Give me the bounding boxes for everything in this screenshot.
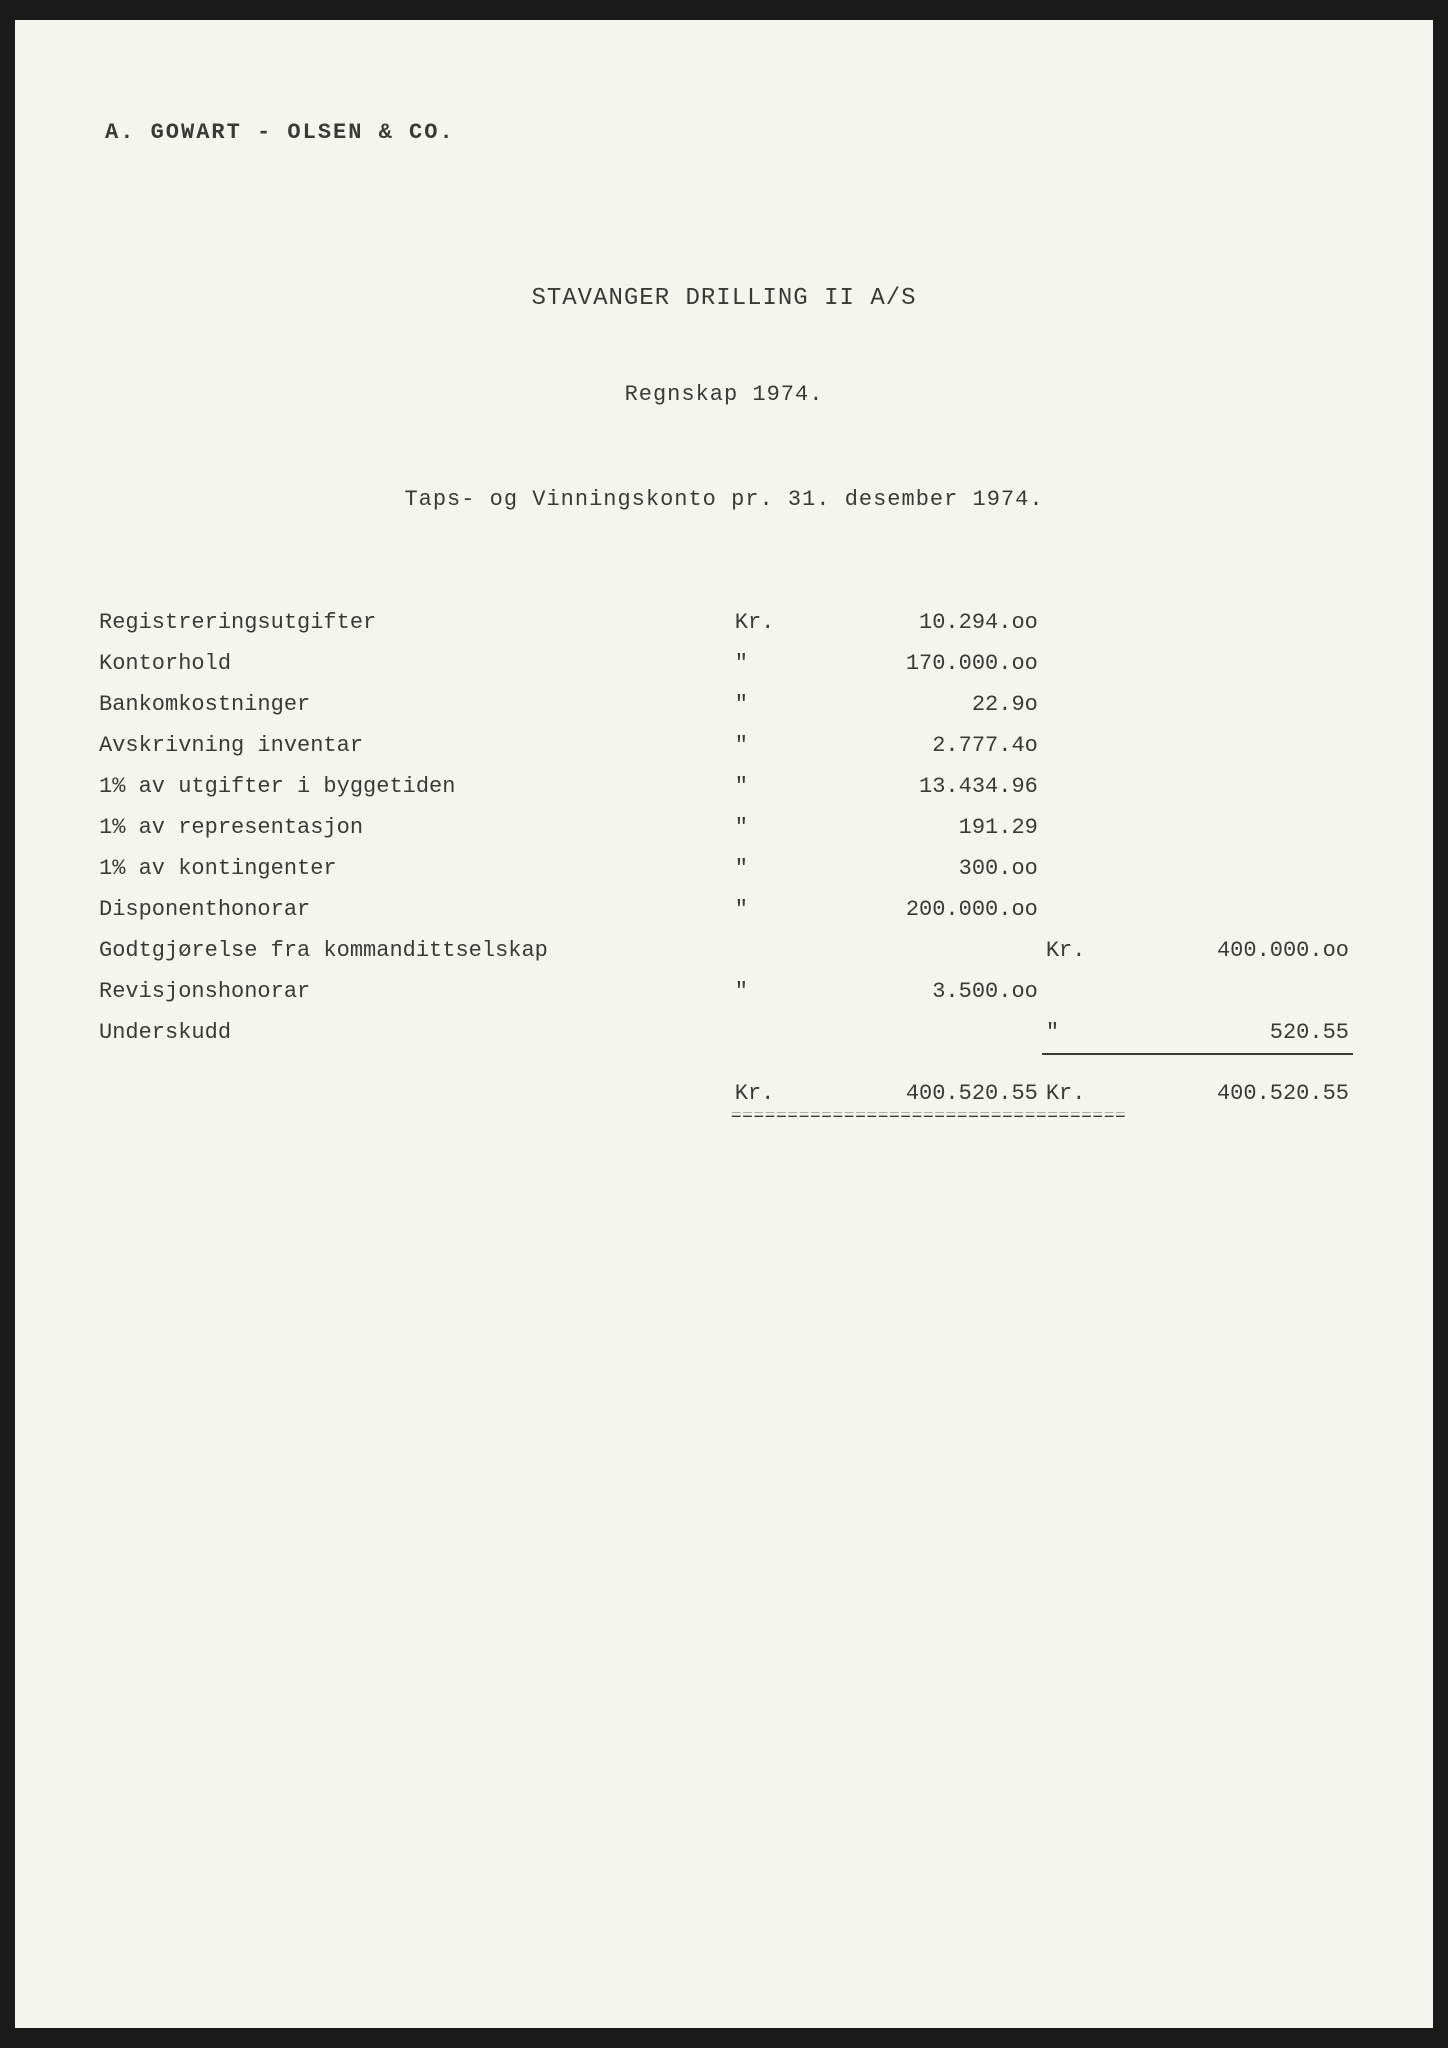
row-currency-left: "	[731, 848, 812, 889]
row-currency-left	[731, 930, 812, 971]
row-amount-left: 22.9o	[812, 684, 1042, 725]
row-description: Underskudd	[95, 1012, 731, 1054]
document-page: A. GOWART - OLSEN & CO. STAVANGER DRILLI…	[15, 20, 1433, 2028]
letterhead: A. GOWART - OLSEN & CO.	[105, 120, 1353, 145]
row-description: Bankomkostninger	[95, 684, 731, 725]
row-amount-left: 191.29	[812, 807, 1042, 848]
row-amount-left: 3.500.oo	[812, 971, 1042, 1012]
row-currency-left: "	[731, 766, 812, 807]
table-row: 1% av kontingenter " 300.oo	[95, 848, 1353, 889]
row-amount-right: 400.000.oo	[1123, 930, 1353, 971]
row-description: Registreringsutgifter	[95, 602, 731, 643]
document-subtitle: Regnskap 1974.	[95, 382, 1353, 407]
document-title: STAVANGER DRILLING II A/S	[95, 285, 1353, 312]
row-amount-left: 300.oo	[812, 848, 1042, 889]
row-amount-right	[1123, 602, 1353, 643]
row-amount-right	[1123, 807, 1353, 848]
row-amount-right	[1123, 766, 1353, 807]
row-amount-right: 520.55	[1123, 1012, 1353, 1054]
row-currency-left: "	[731, 643, 812, 684]
row-currency-right: Kr.	[1042, 930, 1123, 971]
table-row: Bankomkostninger " 22.9o	[95, 684, 1353, 725]
row-amount-left	[812, 930, 1042, 971]
row-description: Kontorhold	[95, 643, 731, 684]
row-amount-right	[1123, 684, 1353, 725]
table-row: Kontorhold " 170.000.oo	[95, 643, 1353, 684]
accounts-table: Registreringsutgifter Kr. 10.294.oo Kont…	[95, 602, 1353, 1134]
table-row: Registreringsutgifter Kr. 10.294.oo	[95, 602, 1353, 643]
table-row: 1% av utgifter i byggetiden " 13.434.96	[95, 766, 1353, 807]
row-currency-right: "	[1042, 1012, 1123, 1054]
row-amount-left: 170.000.oo	[812, 643, 1042, 684]
row-amount-left: 13.434.96	[812, 766, 1042, 807]
row-amount-right	[1123, 889, 1353, 930]
row-description: 1% av kontingenter	[95, 848, 731, 889]
row-amount-right	[1123, 971, 1353, 1012]
row-currency-right	[1042, 643, 1123, 684]
row-currency-left	[731, 1012, 812, 1054]
section-header: Taps- og Vinningskonto pr. 31. desember …	[95, 487, 1353, 512]
totals-row: Kr. 400.520.55 Kr. 400.520.55	[95, 1054, 1353, 1112]
row-currency-left: Kr.	[731, 602, 812, 643]
row-currency-right	[1042, 971, 1123, 1012]
table-row: Avskrivning inventar " 2.777.4o	[95, 725, 1353, 766]
row-amount-left: 2.777.4o	[812, 725, 1042, 766]
row-currency-left: "	[731, 684, 812, 725]
row-currency-right	[1042, 889, 1123, 930]
row-currency-left: "	[731, 807, 812, 848]
row-currency-right	[1042, 766, 1123, 807]
table-row: 1% av representasjon " 191.29	[95, 807, 1353, 848]
row-currency-right	[1042, 848, 1123, 889]
row-amount-right	[1123, 643, 1353, 684]
row-amount-left	[812, 1012, 1042, 1054]
row-description: Disponenthonorar	[95, 889, 731, 930]
row-currency-right	[1042, 725, 1123, 766]
table-row: Revisjonshonorar " 3.500.oo	[95, 971, 1353, 1012]
row-amount-left: 10.294.oo	[812, 602, 1042, 643]
row-amount-right	[1123, 725, 1353, 766]
row-currency-left: "	[731, 725, 812, 766]
row-currency-right	[1042, 602, 1123, 643]
totals-amount-left: 400.520.55	[812, 1054, 1042, 1112]
totals-currency-right: Kr.	[1042, 1054, 1123, 1112]
row-amount-left: 200.000.oo	[812, 889, 1042, 930]
totals-currency-left: Kr.	[731, 1054, 812, 1112]
row-currency-right	[1042, 684, 1123, 725]
double-underline-row: ===================================	[95, 1112, 1353, 1134]
row-description: 1% av representasjon	[95, 807, 731, 848]
row-description: Avskrivning inventar	[95, 725, 731, 766]
totals-amount-right: 400.520.55	[1123, 1054, 1353, 1112]
table-row: Godtgjørelse fra kommandittselskap Kr. 4…	[95, 930, 1353, 971]
row-description: 1% av utgifter i byggetiden	[95, 766, 731, 807]
totals-description	[95, 1054, 731, 1112]
row-currency-left: "	[731, 971, 812, 1012]
double-underline: ===================================	[731, 1112, 1353, 1134]
row-description: Godtgjørelse fra kommandittselskap	[95, 930, 731, 971]
table-row: Disponenthonorar " 200.000.oo	[95, 889, 1353, 930]
table-row: Underskudd " 520.55	[95, 1012, 1353, 1054]
row-currency-right	[1042, 807, 1123, 848]
row-currency-left: "	[731, 889, 812, 930]
row-amount-right	[1123, 848, 1353, 889]
row-description: Revisjonshonorar	[95, 971, 731, 1012]
